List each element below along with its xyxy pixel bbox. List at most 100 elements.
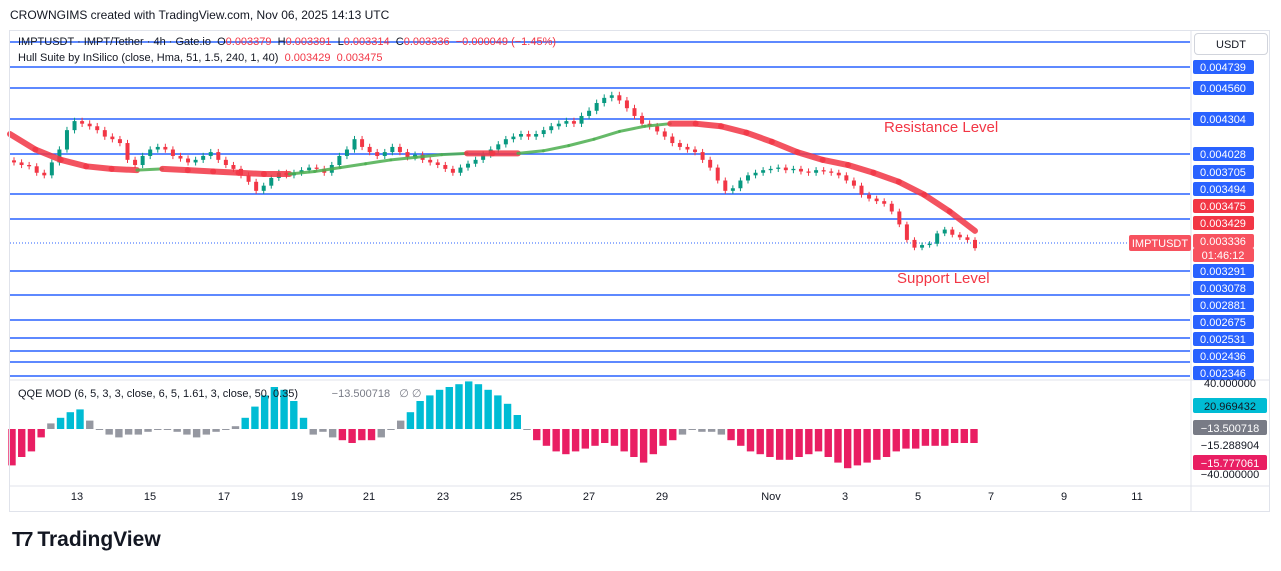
qqe-bar — [639, 429, 648, 463]
candle-body — [556, 123, 561, 127]
qqe-bar — [396, 420, 405, 429]
qqe-bar — [212, 429, 220, 432]
candle-body — [42, 172, 47, 176]
price-label: 0.003475 — [1200, 201, 1246, 213]
candle-body — [942, 229, 947, 234]
candle-body — [776, 167, 781, 169]
candle-body — [677, 143, 682, 147]
osc-label: 20.969432 — [1204, 401, 1256, 413]
hull-band-segment — [440, 151, 469, 157]
hull-band-segment — [921, 191, 953, 215]
hull-band-segment — [135, 167, 164, 172]
candle-body — [534, 134, 539, 137]
candle-body — [186, 158, 191, 163]
price-label: 0.003078 — [1200, 283, 1246, 295]
candle-body — [269, 177, 274, 186]
candle-body — [261, 185, 266, 191]
osc-label-bg — [1193, 398, 1267, 413]
candle-body — [170, 149, 175, 156]
candle-body — [518, 134, 523, 137]
candle-body — [814, 170, 819, 173]
high-value: 0.003391 — [285, 36, 332, 48]
qqe-bar — [377, 429, 385, 438]
qqe-bar — [144, 429, 152, 432]
hull-band-segment — [643, 122, 672, 128]
price-label-bg — [1193, 315, 1254, 329]
qqe-bar — [581, 429, 590, 449]
x-tick-label: 25 — [510, 491, 522, 503]
x-tick-label: 9 — [1061, 491, 1067, 503]
qqe-bar — [766, 429, 774, 457]
candle-body — [496, 144, 501, 150]
candle-body — [148, 149, 153, 156]
qqe-bar — [775, 429, 784, 460]
candle-body — [72, 121, 77, 131]
candle-body — [201, 155, 206, 160]
qqe-bar — [183, 429, 191, 435]
qqe-bar — [435, 389, 444, 429]
hull-band-segment — [718, 123, 750, 136]
symbol-legend[interactable]: IMPTUSDT · IMPT/Tether · 4h · Gate.io O0… — [18, 36, 556, 48]
candle-body — [246, 175, 251, 182]
candle-body — [80, 121, 85, 124]
qqe-bar — [173, 429, 181, 432]
price-label-bg — [1193, 112, 1254, 126]
candle-body — [571, 121, 576, 124]
osc-label: 40.000000 — [1204, 378, 1256, 390]
price-label-bg — [1193, 60, 1254, 74]
qqe-bar — [523, 429, 531, 430]
qqe-bar — [358, 429, 366, 441]
qqe-bar — [348, 429, 356, 443]
osc-label: −15.777061 — [1201, 458, 1259, 470]
qqe-bar — [533, 429, 541, 441]
qqe-bar — [465, 381, 473, 429]
currency-selector[interactable]: USDT — [1194, 33, 1268, 55]
candle-body — [927, 243, 932, 246]
tradingview-logo-icon: T7 — [12, 528, 33, 551]
candle-body — [730, 188, 735, 191]
symbol-line: IMPTUSDT · IMPT/Tether · 4h · Gate.io — [18, 36, 211, 48]
low-label: L — [337, 36, 344, 48]
candle-body — [693, 149, 698, 153]
price-label: 0.002881 — [1200, 300, 1246, 312]
candle-body — [617, 95, 622, 101]
candle-body — [806, 171, 811, 173]
hull-legend[interactable]: Hull Suite by InSilico (close, Hma, 51, … — [18, 52, 383, 64]
qqe-bar — [86, 420, 94, 429]
candle-body — [745, 175, 750, 181]
qqe-bar — [163, 429, 172, 430]
candle-body — [889, 203, 894, 212]
hull-band-segment — [389, 155, 418, 162]
qqe-bar — [970, 429, 978, 443]
tradingview-logo[interactable]: T7 TradingView — [12, 528, 161, 552]
qqe-bar — [18, 429, 26, 457]
qqe-bar — [552, 429, 560, 452]
qqe-bar — [785, 429, 794, 460]
price-label: 0.004028 — [1200, 149, 1246, 161]
candle-body — [360, 139, 365, 147]
candle-body — [428, 159, 433, 163]
candle-body — [102, 130, 107, 137]
qqe-bar — [737, 429, 745, 446]
candle-body — [609, 95, 614, 98]
hull-band-segment — [287, 169, 317, 176]
qqe-bar — [863, 429, 871, 463]
qqe-bar — [902, 429, 910, 449]
x-tick-label: 7 — [988, 491, 994, 503]
candle-body — [140, 155, 145, 166]
qqe-bar — [406, 412, 415, 429]
qqe-legend[interactable]: QQE MOD (6, 5, 3, 3, close, 6, 5, 1.61, … — [18, 387, 421, 400]
price-label: 0.002346 — [1200, 368, 1246, 380]
hull-band-segment — [338, 162, 368, 170]
x-tick-label: 27 — [583, 491, 595, 503]
qqe-bar — [805, 429, 813, 455]
support-annotation: Support Level — [897, 270, 990, 287]
candle-body — [466, 163, 471, 168]
candle-body — [738, 180, 743, 189]
x-tick-label: 17 — [218, 491, 230, 503]
qqe-bar — [367, 429, 376, 441]
qqe-bar — [542, 429, 551, 446]
qqe-value: −13.500718 — [331, 388, 391, 400]
qqe-bar — [562, 429, 570, 455]
